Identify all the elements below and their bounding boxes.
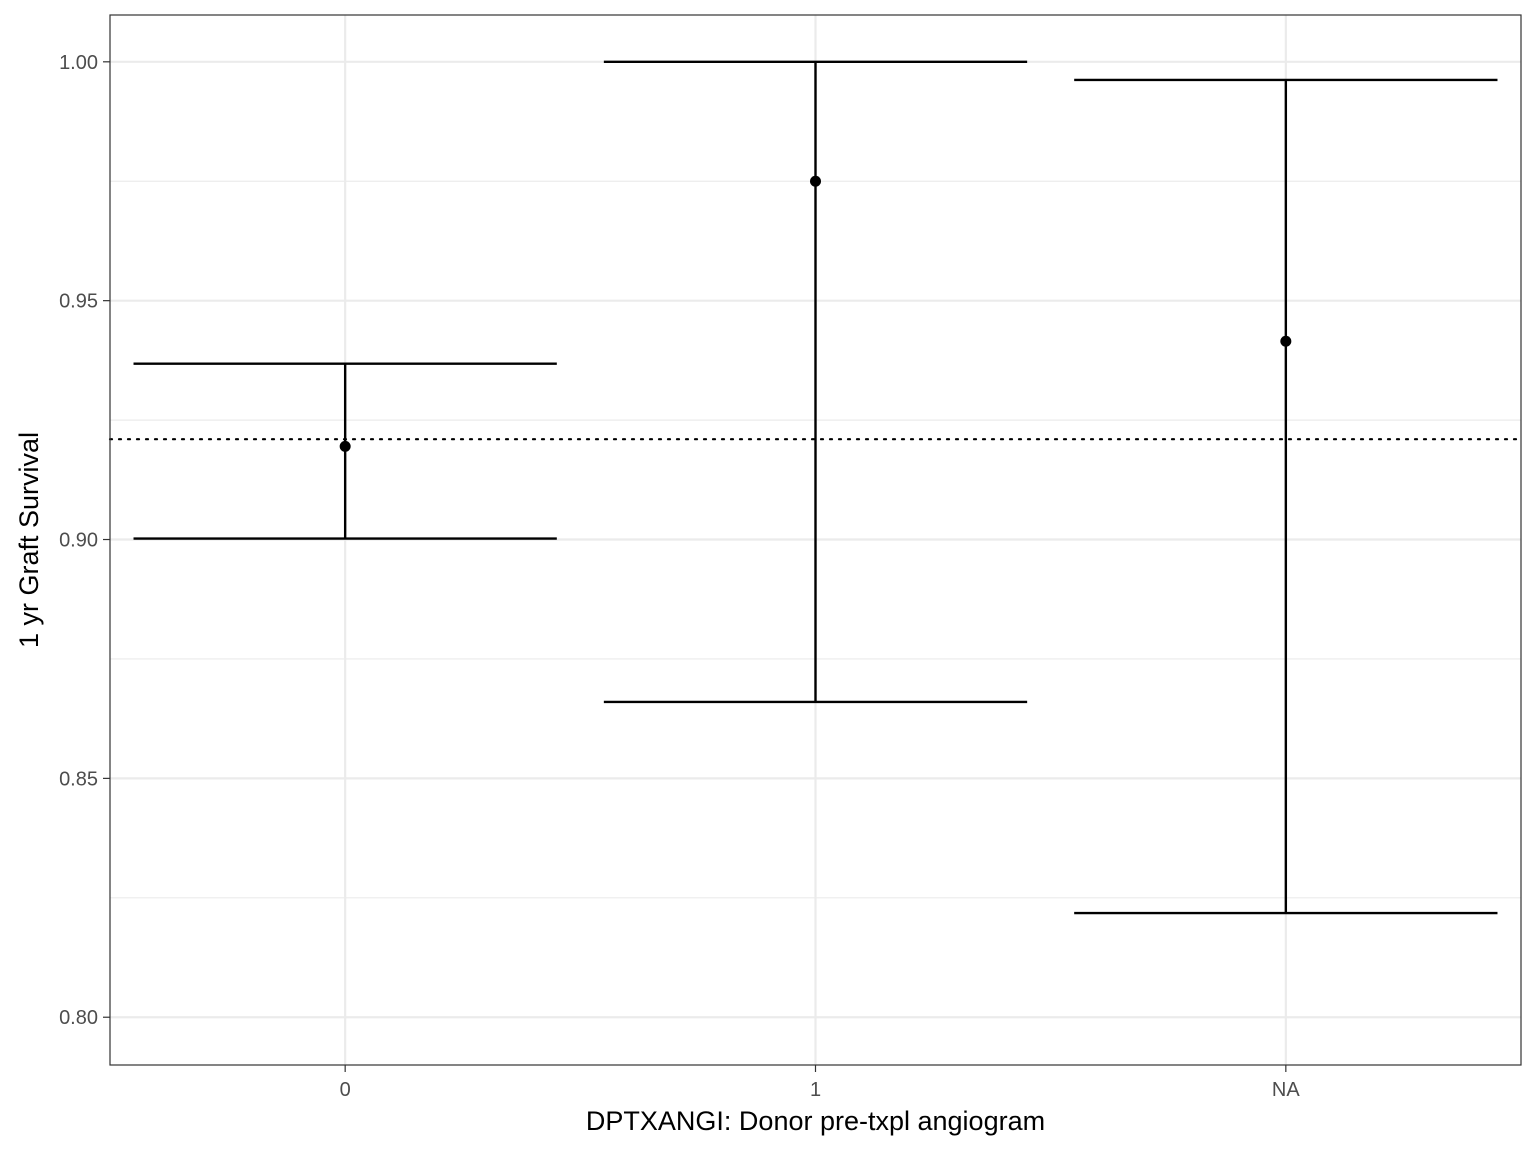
x-tick-label-0: 0 [340,1079,351,1101]
point-estimates [339,175,1292,452]
y-tick-label: 0.90 [59,530,98,552]
y-tick-label: 0.80 [59,1007,98,1029]
y-tick-label: 1.00 [59,52,98,74]
point-estimate-0 [339,440,351,452]
y-tick-label: 0.95 [59,291,98,313]
point-estimate-NA [1280,335,1292,347]
y-tick-label: 0.85 [59,768,98,790]
x-tick-label-1: 1 [810,1079,821,1101]
x-tick-label-NA: NA [1272,1079,1300,1101]
point-estimate-1 [810,175,821,187]
x-axis-title: DPTXANGI: Donor pre-txpl angiogram [586,1106,1045,1136]
axes: 0.80 0.85 0.90 0.95 1.00 0 1 NA [59,52,1300,1101]
y-axis-title: 1 yr Graft Survival [14,432,44,648]
